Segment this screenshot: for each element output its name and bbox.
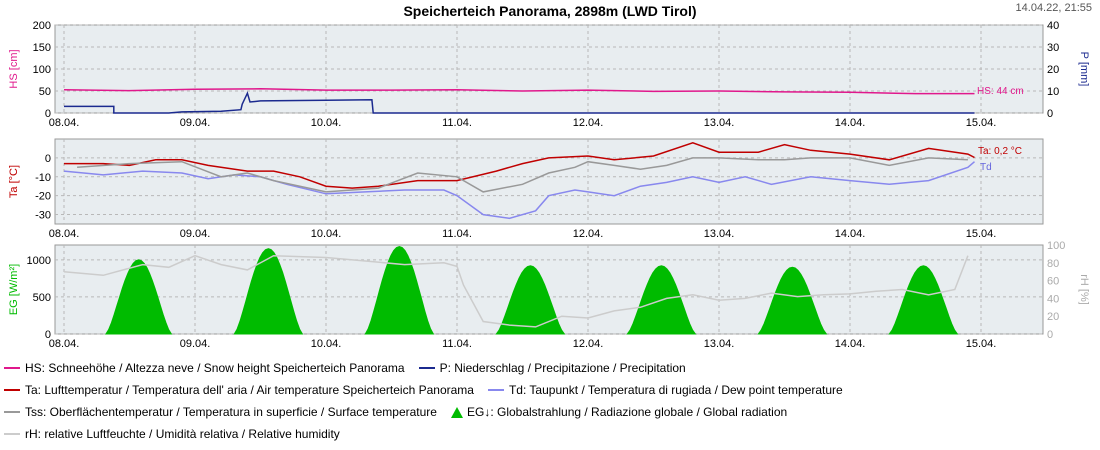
series-ta-line (64, 142, 975, 189)
x-tick-label: 09.04. (180, 338, 211, 350)
legend-row: rH: relative Luftfeuchte / Umidità relat… (4, 423, 857, 445)
series-eg-area (495, 265, 566, 335)
x-tick-label: 12.04. (573, 228, 604, 240)
legend-row: Tss: Oberflächentemperatur / Temperatura… (4, 401, 857, 423)
series-rh-line (63, 254, 969, 328)
y-tick-label: 0 (45, 108, 51, 120)
x-tick-label: 11.04. (442, 228, 472, 240)
y-axis-label: Ta [°C] (8, 165, 20, 198)
y2-tick-label: 60 (1047, 276, 1059, 288)
legend-swatch (418, 367, 435, 369)
legend-swatch (487, 389, 504, 391)
y2-tick-label: 100 (1047, 240, 1065, 252)
legend-swatch (4, 367, 20, 369)
y-tick-label: 200 (33, 20, 51, 32)
y2-tick-label: 20 (1047, 311, 1059, 323)
x-tick-label: 15.04. (966, 117, 997, 129)
x-tick-label: 14.04. (835, 338, 866, 350)
y-tick-label: 150 (33, 42, 51, 54)
annotation-ta: Ta: 0,2 °C (978, 146, 1022, 157)
series-eg-area (757, 266, 828, 335)
legend-swatch (4, 411, 20, 413)
legend-item: Ta: Lufttemperatur / Temperatura dell' a… (4, 379, 474, 401)
x-tick-label: 09.04. (180, 117, 211, 129)
y-tick-label: 100 (33, 64, 51, 76)
legend: HS: Schneehöhe / Altezza neve / Snow hei… (4, 357, 857, 445)
legend-row: HS: Schneehöhe / Altezza neve / Snow hei… (4, 357, 857, 379)
series-p-line (64, 91, 975, 114)
legend-swatch (4, 433, 20, 435)
y-tick-label: 500 (33, 292, 51, 304)
meteo-chart: 08.04. 09.04. 10.04. 11.04. 12.04. 13.04. 14.0… (8, 20, 1090, 350)
x-tick-label: 13.04. (704, 117, 735, 129)
y-axis-label: EG [W/m²] (8, 264, 20, 315)
x-tick-label: 08.04. (49, 338, 80, 350)
y2-tick-label: 40 (1047, 20, 1059, 32)
x-tick-label: 10.04. (311, 338, 342, 350)
y-tick-label: 50 (39, 86, 51, 98)
legend-item: HS: Schneehöhe / Altezza neve / Snow hei… (4, 357, 405, 379)
series-eg-area (888, 265, 959, 335)
x-tick-label: 13.04. (704, 228, 735, 240)
legend-item: Tss: Oberflächentemperatur / Temperatura… (4, 401, 437, 423)
legend-label: Td: Taupunkt / Temperatura di rugiada / … (508, 383, 843, 397)
legend-label: EG↓: Globalstrahlung / Radiazione global… (466, 405, 788, 419)
legend-row: Ta: Lufttemperatur / Temperatura dell' a… (4, 379, 857, 401)
series-td-line (63, 161, 975, 220)
y2-tick-label: 20 (1047, 64, 1059, 76)
legend-label: P: Niederschlag / Precipitazione / Preci… (439, 361, 686, 375)
legend-item: rH: relative Luftfeuchte / Umidità relat… (4, 423, 340, 445)
series-eg-area (364, 245, 435, 335)
legend-item: EG↓: Globalstrahlung / Radiazione global… (450, 401, 788, 423)
y2-axis-label: P [mm] (1078, 52, 1090, 87)
x-tick-label: 11.04. (442, 338, 472, 350)
y2-tick-label: 10 (1047, 86, 1059, 98)
timestamp: 14.04.22, 21:55 (1015, 2, 1092, 14)
y2-tick-label: 0 (1047, 329, 1053, 341)
y-tick-label: 0 (45, 153, 51, 165)
x-tick-label: 10.04. (311, 117, 342, 129)
legend-label: Ta: Lufttemperatur / Temperatura dell' a… (25, 383, 474, 397)
x-tick-label: 15.04. (966, 338, 997, 350)
legend-label: rH: relative Luftfeuchte / Umidità relat… (25, 427, 340, 441)
y-axis-label: HS [cm] (8, 49, 20, 88)
x-tick-label: 10.04. (311, 228, 342, 240)
x-tick-label: 12.04. (573, 338, 604, 350)
y2-axis-label: rH [%] (1078, 274, 1090, 305)
annotation-hs: HS: 44 cm (977, 86, 1024, 97)
series-eg-area (233, 248, 304, 335)
annotation-td: Td (980, 162, 992, 173)
legend-swatch (4, 389, 20, 391)
x-tick-label: 15.04. (966, 228, 997, 240)
legend-item: P: Niederschlag / Precipitazione / Preci… (418, 357, 686, 379)
y2-tick-label: 0 (1047, 108, 1053, 120)
x-tick-label: 14.04. (835, 117, 866, 129)
series-tss-line (77, 157, 968, 193)
y-tick-label: -20 (35, 191, 51, 203)
legend-label: HS: Schneehöhe / Altezza neve / Snow hei… (25, 361, 405, 375)
series-hs-line (63, 88, 975, 95)
x-tick-label: 14.04. (835, 228, 866, 240)
x-tick-label: 11.04. (442, 117, 472, 129)
legend-label: Tss: Oberflächentemperatur / Temperatura… (25, 405, 437, 419)
y2-tick-label: 80 (1047, 258, 1059, 270)
x-tick-label: 08.04. (49, 117, 80, 129)
legend-item: Td: Taupunkt / Temperatura di rugiada / … (487, 379, 843, 401)
legend-swatch (450, 406, 463, 418)
y-tick-label: 0 (45, 329, 51, 341)
y-tick-label: -10 (35, 172, 51, 184)
y2-tick-label: 30 (1047, 42, 1059, 54)
chart-title: Speicherteich Panorama, 2898m (LWD Tirol… (403, 3, 697, 19)
series-eg-area (104, 259, 173, 335)
x-tick-label: 13.04. (704, 338, 735, 350)
x-tick-label: 08.04. (49, 228, 80, 240)
x-tick-label: 09.04. (180, 228, 211, 240)
panel-2-background (54, 138, 1044, 225)
y-tick-label: -30 (35, 210, 51, 222)
y-tick-label: 1000 (27, 255, 51, 267)
x-tick-label: 12.04. (573, 117, 604, 129)
y2-tick-label: 40 (1047, 293, 1059, 305)
